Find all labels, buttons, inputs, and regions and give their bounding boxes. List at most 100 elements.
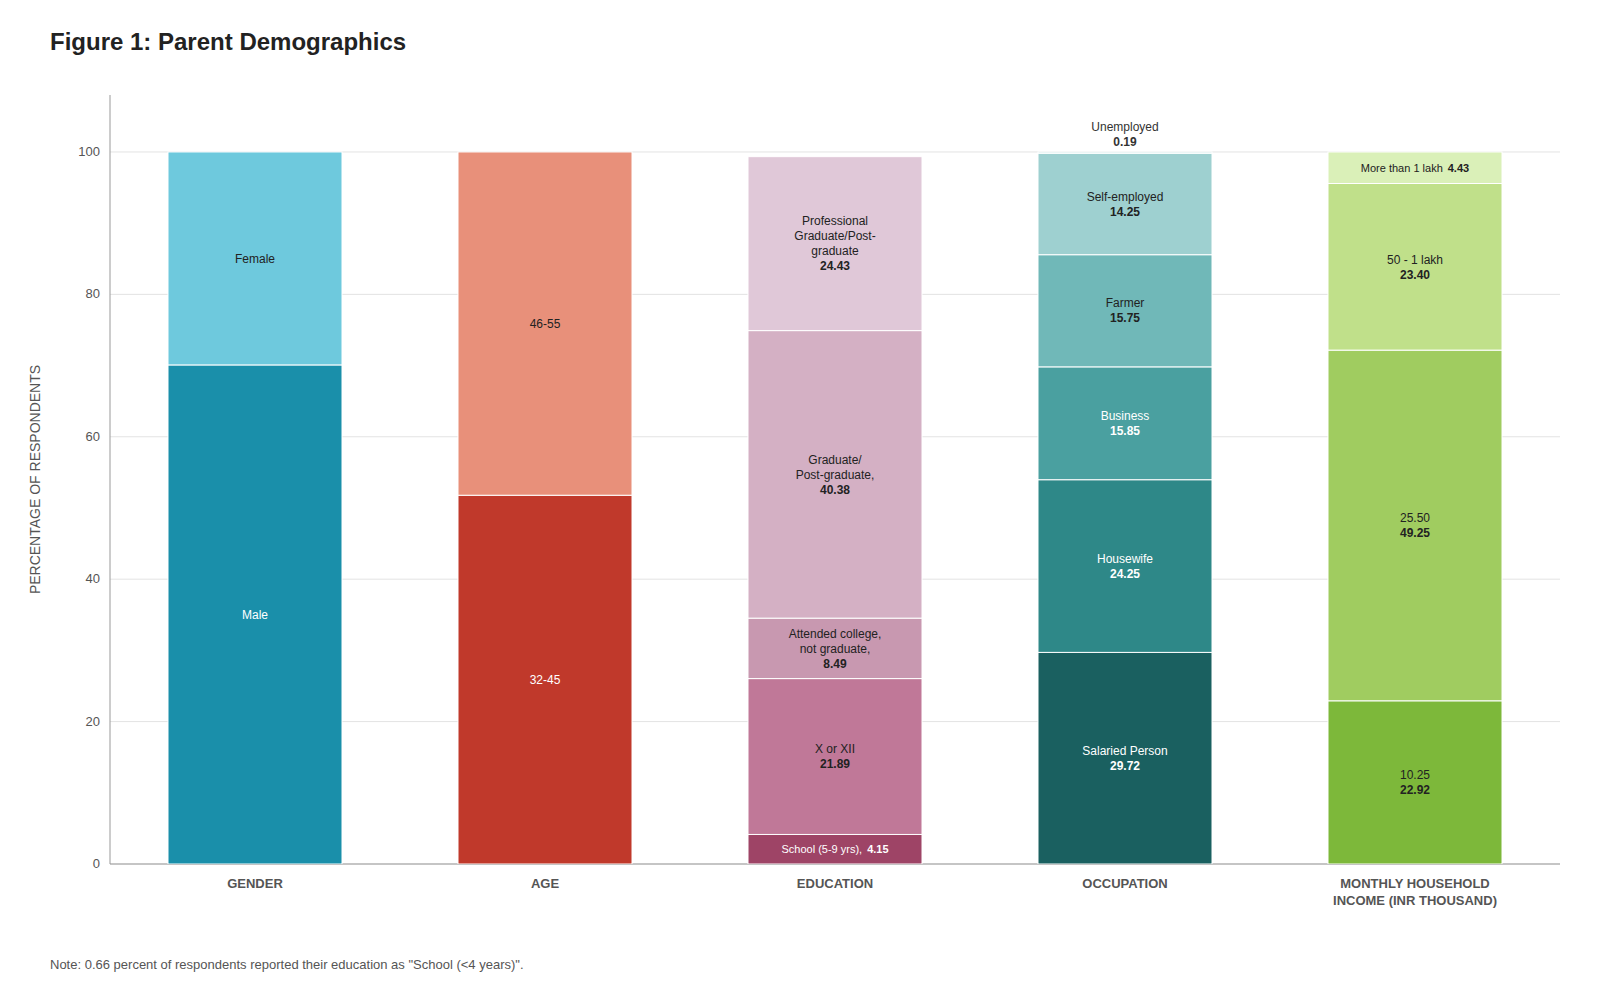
- bar-segment: [1038, 480, 1212, 653]
- y-tick-label: 100: [78, 144, 100, 159]
- segment-name: Unemployed: [1091, 120, 1158, 134]
- segment-name-line: Attended college,: [789, 627, 882, 641]
- x-tick-label: AGE: [531, 876, 560, 891]
- y-tick-label: 0: [93, 856, 100, 871]
- segment-name: Farmer: [1106, 296, 1145, 310]
- title: Figure 1: Parent Demographics: [50, 28, 406, 55]
- x-tick-label: MONTHLY HOUSEHOLD INCOME (INR THOUSAND): [1333, 876, 1497, 908]
- note: Note: 0.66 percent of respondents report…: [50, 957, 524, 972]
- x-tick-label-line: GENDER: [227, 876, 283, 891]
- segment-label: More than 1 lakh 4.43: [1361, 162, 1469, 174]
- data-label: 4.43: [1448, 162, 1469, 174]
- x-tick-label: EDUCATION: [797, 876, 873, 891]
- segment-name: 32-45: [530, 673, 561, 687]
- segment-name-line: 46-55: [530, 317, 561, 331]
- segment-name-line: 25.50: [1400, 511, 1430, 525]
- segment-name: Graduate/Post-graduate,: [796, 453, 875, 482]
- segment-name: Male: [242, 608, 268, 622]
- bar-segment: [1038, 652, 1212, 864]
- y-tick-label: 20: [86, 714, 100, 729]
- segment-name-line: Female: [235, 252, 275, 266]
- data-label: 15.75: [1110, 311, 1140, 325]
- segment-name-line: Male: [242, 608, 268, 622]
- segment-name-line: 10.25: [1400, 768, 1430, 782]
- segment-name-line: 50 - 1 lakh: [1387, 253, 1443, 267]
- data-label: 29.72: [1110, 759, 1140, 773]
- bar-segment: [168, 152, 342, 365]
- chart: Figure 1: Parent Demographics 0 20 40 60 80 10…: [0, 0, 1600, 999]
- bar-segment: [748, 679, 922, 835]
- data-label: 22.92: [1400, 783, 1430, 797]
- segment-name: School (5-9 yrs),: [781, 843, 862, 855]
- data-label: 49.25: [1400, 526, 1430, 540]
- data-label: 15.85: [1110, 424, 1140, 438]
- bar-segment: [168, 365, 342, 864]
- data-label: 14.25: [1110, 205, 1140, 219]
- x-tick-label: OCCUPATION: [1082, 876, 1167, 891]
- data-label: 8.49: [823, 657, 847, 671]
- segment-name-line: not graduate,: [800, 642, 871, 656]
- segment-name: 10.25: [1400, 768, 1430, 782]
- bar-segment: [748, 834, 922, 864]
- bar-segment: [1038, 255, 1212, 367]
- data-label: 24.43: [820, 259, 850, 273]
- segment-name: 25.50: [1400, 511, 1430, 525]
- segment-name: Salaried Person: [1082, 744, 1167, 758]
- segment-name: 50 - 1 lakh: [1387, 253, 1443, 267]
- x-tick-label-line: OCCUPATION: [1082, 876, 1167, 891]
- bar-segment: [1328, 350, 1502, 701]
- bar-segment: [1328, 184, 1502, 351]
- bar-segment: [748, 331, 922, 619]
- segment-name: Female: [235, 252, 275, 266]
- y-tick-label: 80: [86, 286, 100, 301]
- bars: [168, 152, 1502, 864]
- x-tick-label-line: INCOME (INR THOUSAND): [1333, 893, 1497, 908]
- segment-name-line: Professional: [802, 214, 868, 228]
- segment-name: X or XII: [815, 742, 855, 756]
- bar-segment: [1038, 367, 1212, 480]
- data-label: 24.25: [1110, 567, 1140, 581]
- segment-name: 46-55: [530, 317, 561, 331]
- segment-name: Attended college,not graduate,: [789, 627, 882, 656]
- segment-name: Self-employed: [1087, 190, 1164, 204]
- bar-segment: [1328, 152, 1502, 184]
- x-tick-label-line: MONTHLY HOUSEHOLD: [1340, 876, 1490, 891]
- data-label: 21.89: [820, 757, 850, 771]
- segment-name-line: Housewife: [1097, 552, 1153, 566]
- segment-name-line: Self-employed: [1087, 190, 1164, 204]
- y-tick-label: 60: [86, 429, 100, 444]
- y-axis: [110, 95, 111, 864]
- segment-name-line: Post-graduate,: [796, 468, 875, 482]
- segment-name: Housewife: [1097, 552, 1153, 566]
- segment-name: ProfessionalGraduate/Post-graduate: [794, 214, 875, 258]
- segment-name: More than 1 lakh: [1361, 162, 1443, 174]
- data-label: 4.15: [867, 843, 888, 855]
- data-label: 23.40: [1400, 268, 1430, 282]
- y-tick-label: 40: [86, 571, 100, 586]
- segment-name-line: graduate: [811, 244, 859, 258]
- data-label: 0.19: [1113, 135, 1137, 149]
- y-axis-label: PERCENTAGE OF RESPONDENTS: [27, 365, 43, 594]
- bar-segment: [1038, 153, 1212, 254]
- segment-name-line: Graduate/: [808, 453, 862, 467]
- segment-name-line: Unemployed: [1091, 120, 1158, 134]
- bar-segment: [1328, 701, 1502, 864]
- segment-name-line: Business: [1101, 409, 1150, 423]
- segment-name-line: Salaried Person: [1082, 744, 1167, 758]
- segment-label: School (5-9 yrs), 4.15: [781, 843, 888, 855]
- grid: [110, 152, 1560, 864]
- bar-segment: [748, 618, 922, 678]
- x-tick-label-line: EDUCATION: [797, 876, 873, 891]
- x-tick-label-line: AGE: [531, 876, 560, 891]
- bar-segment: [458, 495, 632, 864]
- segment-name-line: Graduate/Post-: [794, 229, 875, 243]
- bar-segment: [1038, 152, 1212, 153]
- x-tick-label: GENDER: [227, 876, 283, 891]
- segment-name-line: 32-45: [530, 673, 561, 687]
- bar-segment: [748, 157, 922, 331]
- data-label: 40.38: [820, 483, 850, 497]
- bar-segment: [458, 152, 632, 495]
- segment-name-line: Farmer: [1106, 296, 1145, 310]
- segment-name: Business: [1101, 409, 1150, 423]
- data-labels: Male Female 32-45 46-55 School (5-9 yrs), 4.1…: [235, 120, 1469, 855]
